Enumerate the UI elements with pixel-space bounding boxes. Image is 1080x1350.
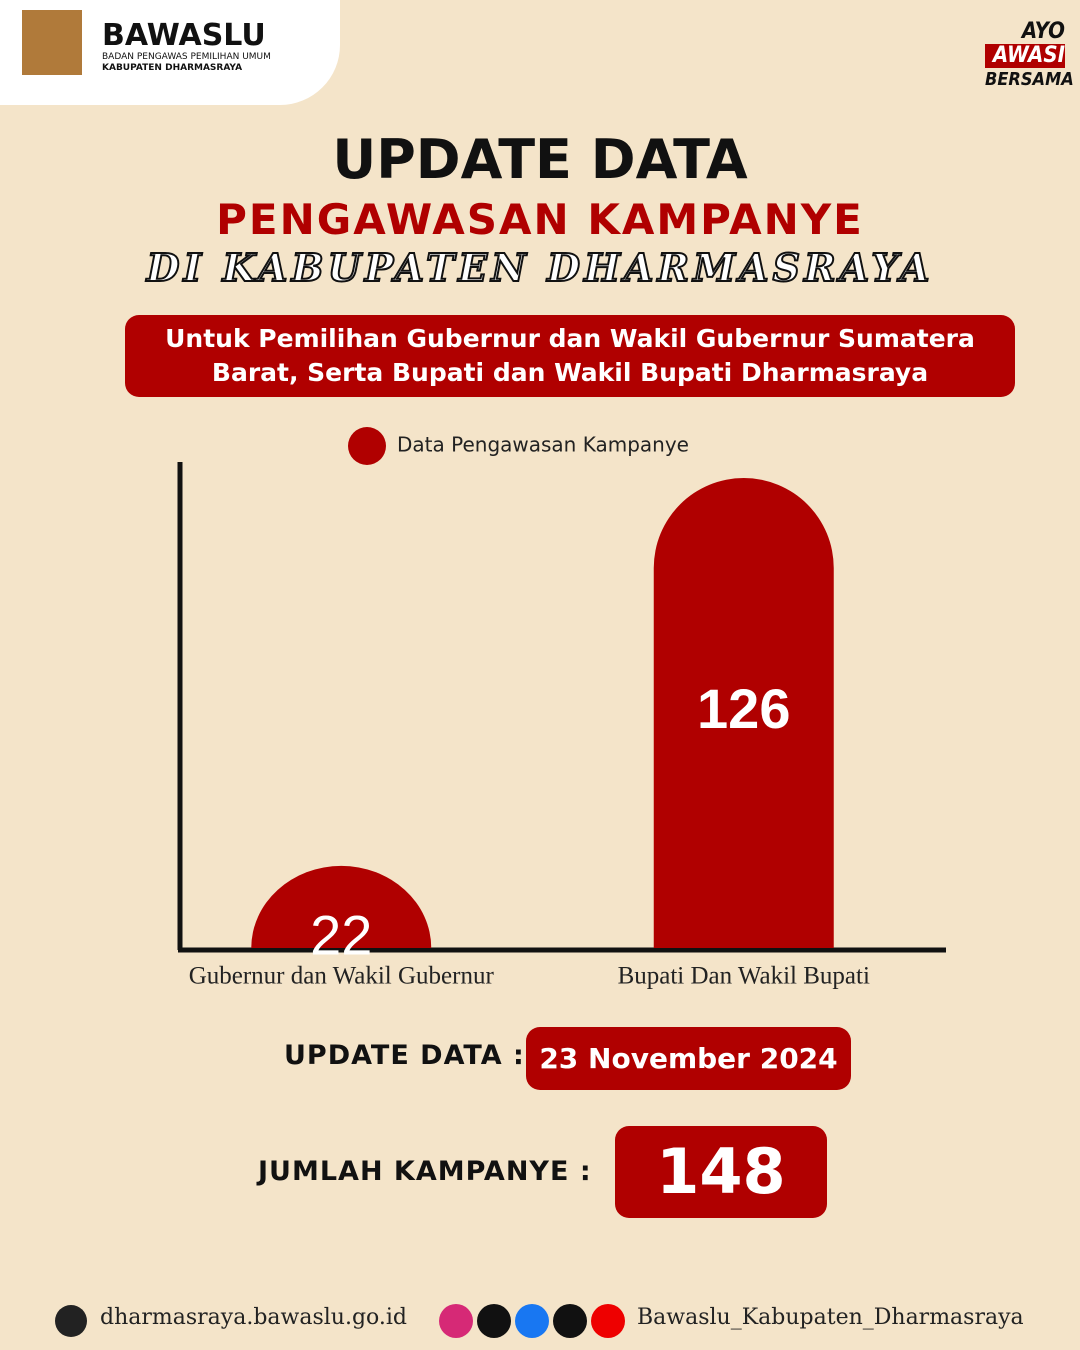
update-label: UPDATE DATA :	[284, 1040, 525, 1071]
tiktok-icon	[553, 1304, 587, 1338]
value-label: 22	[310, 904, 372, 967]
logo-icon	[22, 10, 82, 75]
value-label: 126	[697, 677, 790, 740]
instagram-icon	[439, 1304, 473, 1338]
globe-icon	[55, 1305, 87, 1337]
x-tick-label: Bupati Dan Wakil Bupati	[618, 963, 870, 990]
total-label: JUMLAH KAMPANYE :	[258, 1156, 592, 1187]
total: 148	[615, 1126, 827, 1218]
legend-label: Data Pengawasan Kampanye	[397, 433, 689, 457]
bar	[251, 865, 432, 948]
badge-text: AWASI	[985, 44, 1065, 68]
badge-text: AYO	[1021, 19, 1065, 44]
update-date: 23 November 2024	[526, 1027, 851, 1090]
bar	[653, 478, 834, 948]
facebook-icon	[515, 1304, 549, 1338]
logo-line: KABUPATEN DHARMASRAYA	[102, 63, 243, 73]
website: dharmasraya.bawaslu.go.id	[100, 1305, 408, 1330]
logo-title: BAWASLU	[102, 18, 266, 53]
logo-panel: BAWASLU BADAN PENGAWAS PEMILIHAN UMUM KA…	[0, 0, 340, 105]
badge: AYO AWASI BERSAMA	[985, 19, 1074, 92]
legend-marker	[348, 427, 386, 465]
badge-text: BERSAMA	[985, 69, 1074, 90]
title: UPDATE DATA	[332, 128, 748, 191]
youtube-icon	[591, 1304, 625, 1338]
logo-line: BADAN PENGAWAS PEMILIHAN UMUM	[102, 52, 271, 62]
subtitle: PENGAWASAN KAMPANYE	[216, 195, 864, 244]
x-icon	[477, 1304, 511, 1338]
subtitle-2: DI KABUPATEN DHARMASRAYA	[146, 244, 934, 291]
x-tick-label: Gubernur dan Wakil Gubernur	[189, 963, 495, 990]
description: Untuk Pemilihan Gubernur dan Wakil Guber…	[125, 315, 1015, 397]
social-handle: Bawaslu_Kabupaten_Dharmasraya	[637, 1305, 1024, 1330]
social-icons	[439, 1304, 625, 1338]
